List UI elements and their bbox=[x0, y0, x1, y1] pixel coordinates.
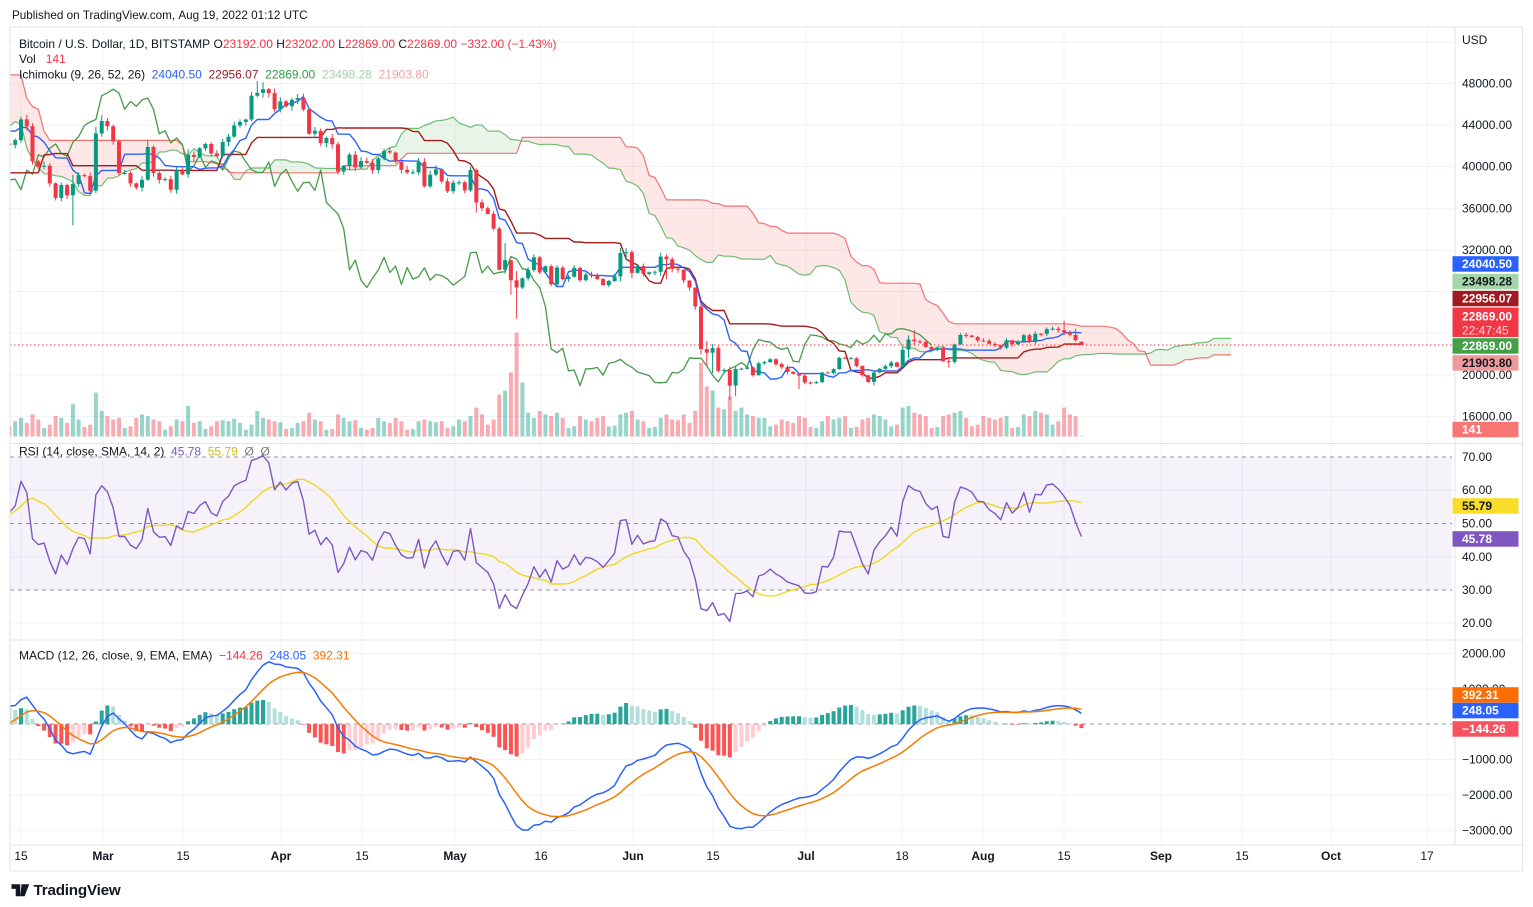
svg-text:16000.00: 16000.00 bbox=[1462, 410, 1512, 424]
svg-text:Jun: Jun bbox=[622, 849, 643, 863]
svg-text:−144.26: −144.26 bbox=[1462, 722, 1506, 736]
svg-text:55.79: 55.79 bbox=[1462, 499, 1492, 513]
svg-text:15: 15 bbox=[1057, 849, 1071, 863]
svg-text:May: May bbox=[443, 849, 467, 863]
svg-text:40.00: 40.00 bbox=[1462, 550, 1492, 564]
svg-text:36000.00: 36000.00 bbox=[1462, 201, 1512, 215]
svg-text:Bitcoin / U.S. Dollar, 1D, BIT: Bitcoin / U.S. Dollar, 1D, BITSTAMP O231… bbox=[19, 37, 557, 51]
svg-text:60.00: 60.00 bbox=[1462, 483, 1492, 497]
svg-text:MACD (12, 26, close, 9, EMA, E: MACD (12, 26, close, 9, EMA, EMA) −144.2… bbox=[19, 649, 350, 663]
svg-text:23498.28: 23498.28 bbox=[1462, 275, 1512, 289]
svg-text:40000.00: 40000.00 bbox=[1462, 160, 1512, 174]
svg-text:141: 141 bbox=[1462, 423, 1482, 437]
svg-text:−2000.00: −2000.00 bbox=[1462, 788, 1513, 802]
svg-text:Ichimoku (9, 26, 52, 26) 2404: Ichimoku (9, 26, 52, 26) 24040.50 22956.… bbox=[19, 68, 429, 82]
svg-text:−3000.00: −3000.00 bbox=[1462, 823, 1513, 837]
svg-text:15: 15 bbox=[1235, 849, 1249, 863]
svg-text:Apr: Apr bbox=[271, 849, 292, 863]
svg-text:24040.50: 24040.50 bbox=[1462, 257, 1512, 271]
svg-text:44000.00: 44000.00 bbox=[1462, 118, 1512, 132]
svg-text:32000.00: 32000.00 bbox=[1462, 243, 1512, 257]
svg-text:Aug: Aug bbox=[971, 849, 994, 863]
svg-text:Published on TradingView.com,: Published on TradingView.com, Aug 19, 20… bbox=[12, 9, 308, 22]
svg-text:15: 15 bbox=[176, 849, 190, 863]
svg-text:Oct: Oct bbox=[1321, 849, 1341, 863]
svg-text:RSI (14, close, SMA, 14, 2) 4: RSI (14, close, SMA, 14, 2) 45.78 55.79 … bbox=[19, 445, 270, 459]
svg-text:22:47:45: 22:47:45 bbox=[1462, 324, 1509, 338]
svg-text:21903.80: 21903.80 bbox=[1462, 356, 1512, 370]
svg-text:22956.07: 22956.07 bbox=[1462, 292, 1512, 306]
svg-text:70.00: 70.00 bbox=[1462, 450, 1492, 464]
svg-text:15: 15 bbox=[706, 849, 720, 863]
svg-text:45.78: 45.78 bbox=[1462, 532, 1492, 546]
svg-text:Vol 141: Vol 141 bbox=[19, 52, 66, 66]
svg-text:18: 18 bbox=[895, 849, 909, 863]
svg-text:16: 16 bbox=[534, 849, 548, 863]
svg-text:20.00: 20.00 bbox=[1462, 616, 1492, 630]
svg-text:15: 15 bbox=[14, 849, 28, 863]
svg-text:Mar: Mar bbox=[92, 849, 114, 863]
svg-text:50.00: 50.00 bbox=[1462, 517, 1492, 531]
svg-text:USD: USD bbox=[1462, 33, 1488, 47]
svg-text:Jul: Jul bbox=[797, 849, 814, 863]
svg-text:22869.00: 22869.00 bbox=[1462, 310, 1512, 324]
svg-text:22869.00: 22869.00 bbox=[1462, 339, 1512, 353]
svg-text:−1000.00: −1000.00 bbox=[1462, 753, 1513, 767]
svg-text:17: 17 bbox=[1420, 849, 1434, 863]
svg-text:392.31: 392.31 bbox=[1462, 688, 1499, 702]
svg-text:248.05: 248.05 bbox=[1462, 704, 1499, 718]
svg-text:15: 15 bbox=[355, 849, 369, 863]
svg-text:TradingView: TradingView bbox=[34, 882, 121, 899]
svg-text:2000.00: 2000.00 bbox=[1462, 647, 1506, 661]
svg-text:20000.00: 20000.00 bbox=[1462, 368, 1512, 382]
svg-text:30.00: 30.00 bbox=[1462, 583, 1492, 597]
svg-text:48000.00: 48000.00 bbox=[1462, 77, 1512, 91]
svg-text:Sep: Sep bbox=[1150, 849, 1172, 863]
